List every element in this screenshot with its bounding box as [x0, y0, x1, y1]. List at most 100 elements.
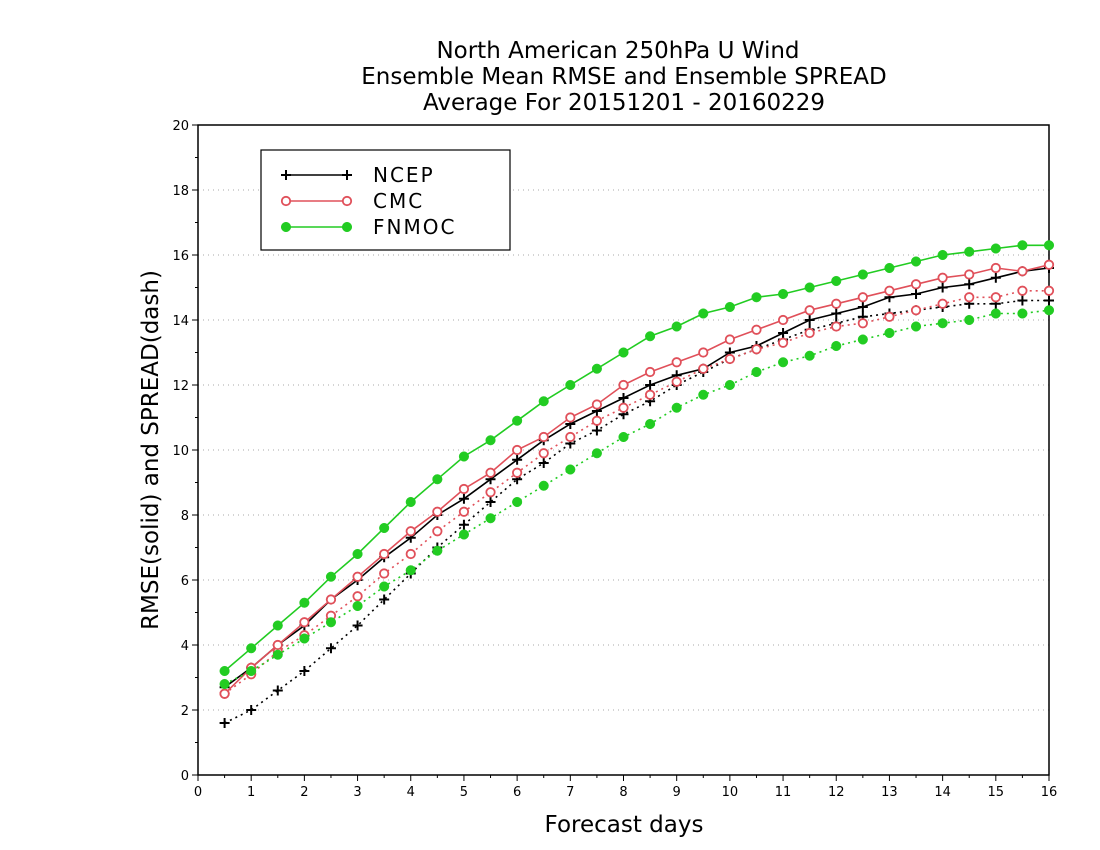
- series-fnmoc-rmse-point: [299, 597, 310, 608]
- x-tick-label-11: 11: [775, 785, 792, 800]
- y-tick-label-12: 12: [172, 379, 189, 394]
- series-fnmoc-rmse-point: [884, 262, 895, 274]
- series-cmc-spread-point: [777, 337, 789, 348]
- series-fnmoc-spread-point: [990, 308, 1001, 319]
- series-cmc-rmse-point: [325, 594, 337, 605]
- series-cmc-rmse-point: [777, 314, 789, 326]
- y-tick-label-4: 4: [181, 639, 189, 654]
- series-cmc-rmse-point: [219, 688, 230, 699]
- series-fnmoc-rmse-point: [538, 396, 549, 407]
- series-fnmoc-rmse-point: [751, 292, 762, 303]
- series-fnmoc-rmse-point: [458, 451, 469, 462]
- series-ncep-spread-point: [538, 458, 549, 468]
- legend-label-ncep: NCEP: [373, 163, 435, 187]
- legend-item-ncep: NCEP: [281, 163, 435, 187]
- series-fnmoc-spread-point: [964, 314, 975, 326]
- series-cmc-spread-point: [857, 318, 868, 329]
- series-cmc-rmse-line: [224, 264, 1050, 695]
- series-cmc-spread-point: [512, 467, 523, 478]
- series-cmc-rmse-point: [1043, 259, 1055, 270]
- series-cmc-rmse-point: [485, 467, 496, 478]
- series-ncep-spread-point: [352, 620, 363, 631]
- series-fnmoc-spread-point: [565, 464, 576, 475]
- series-fnmoc-spread-point: [512, 496, 523, 508]
- y-tick-label-10: 10: [172, 444, 189, 459]
- series-ncep-rmse-line: [224, 267, 1050, 688]
- series-cmc-rmse-point: [804, 305, 815, 316]
- series-ncep-rmse-point: [831, 308, 842, 319]
- x-tick-label-13: 13: [881, 785, 898, 800]
- series-fnmoc-spread-point: [485, 513, 496, 524]
- series-cmc-rmse-point: [1017, 266, 1028, 277]
- series-fnmoc-rmse-point: [804, 282, 815, 293]
- series-fnmoc-rmse-point: [831, 275, 842, 287]
- series-fnmoc-rmse-point: [219, 665, 230, 677]
- x-tick-label-1: 1: [247, 785, 255, 800]
- series-fnmoc-rmse-point: [990, 243, 1001, 254]
- series-cmc-rmse-point: [831, 298, 842, 309]
- series-fnmoc-rmse-point: [432, 474, 443, 485]
- series-fnmoc-rmse-point: [591, 363, 602, 374]
- y-tick-label-18: 18: [172, 184, 189, 199]
- series-cmc-rmse-point: [884, 285, 895, 296]
- x-axis-label: Forecast days: [545, 812, 704, 838]
- series-cmc-rmse-point: [644, 366, 656, 378]
- series-cmc-spread-point: [698, 363, 709, 374]
- series-cmc-spread-point: [432, 526, 443, 537]
- series-fnmoc-rmse-point: [1017, 240, 1028, 251]
- series-fnmoc-rmse-point: [910, 256, 922, 267]
- series-fnmoc-rmse-point: [352, 548, 363, 560]
- y-axis-label: RMSE(solid) and SPREAD(dash): [138, 270, 164, 630]
- series-fnmoc-spread-point: [591, 448, 602, 459]
- x-tick-label-0: 0: [194, 785, 202, 800]
- series-ncep-spread-point: [325, 643, 336, 654]
- x-tick-label-7: 7: [566, 785, 574, 800]
- series-cmc-spread-point: [565, 431, 576, 443]
- series-cmc-spread-point: [644, 389, 656, 400]
- series-cmc-rmse-point: [964, 269, 975, 280]
- series-cmc-rmse-point: [618, 379, 629, 391]
- series-fnmoc-rmse-point: [565, 379, 576, 391]
- series-fnmoc-spread-point: [751, 366, 762, 378]
- series-cmc-rmse-point: [591, 399, 603, 410]
- series-cmc-spread-point: [1017, 285, 1028, 296]
- series-fnmoc-spread-point: [405, 565, 416, 576]
- series-fnmoc-rmse-point: [272, 620, 283, 631]
- series-cmc: [219, 259, 1055, 699]
- series-fnmoc-spread-point: [1043, 305, 1055, 316]
- y-tick-label-0: 0: [181, 769, 189, 784]
- legend-marker-right-fnmoc: [341, 221, 353, 233]
- x-tick-label-4: 4: [407, 785, 415, 800]
- series-ncep-spread-point: [1017, 295, 1028, 306]
- series-cmc-rmse-point: [671, 357, 682, 368]
- series-cmc-spread-point: [485, 487, 496, 498]
- series-fnmoc-spread-point: [857, 334, 868, 345]
- series-cmc-spread-point: [831, 321, 842, 332]
- series-fnmoc-rmse-point: [485, 435, 496, 446]
- legend-marker-left-ncep: [281, 170, 291, 180]
- series-ncep-spread-point: [591, 425, 602, 436]
- series-cmc-spread-point: [724, 353, 735, 365]
- series-ncep-rmse-point: [964, 279, 975, 290]
- series-cmc-spread-point: [1043, 285, 1055, 296]
- series-cmc-spread-point: [538, 448, 549, 459]
- series-cmc-rmse-point: [379, 548, 390, 560]
- series-fnmoc-rmse-point: [512, 415, 523, 426]
- x-tick-label-10: 10: [722, 785, 739, 800]
- series-fnmoc-spread-point: [778, 357, 789, 368]
- series-cmc-spread-point: [937, 298, 948, 309]
- series-fnmoc-rmse-point: [937, 249, 948, 261]
- series-cmc-rmse-point: [565, 412, 576, 423]
- series-cmc-rmse-point: [512, 444, 523, 456]
- series-cmc-spread-point: [671, 376, 682, 387]
- series-fnmoc-spread-point: [299, 633, 310, 644]
- grid-layer: [198, 189, 1049, 711]
- series-cmc-rmse-point: [857, 292, 868, 303]
- legend-marker-right-cmc: [341, 195, 353, 207]
- series-cmc-rmse-point: [272, 639, 283, 651]
- y-tick-label-2: 2: [181, 704, 189, 719]
